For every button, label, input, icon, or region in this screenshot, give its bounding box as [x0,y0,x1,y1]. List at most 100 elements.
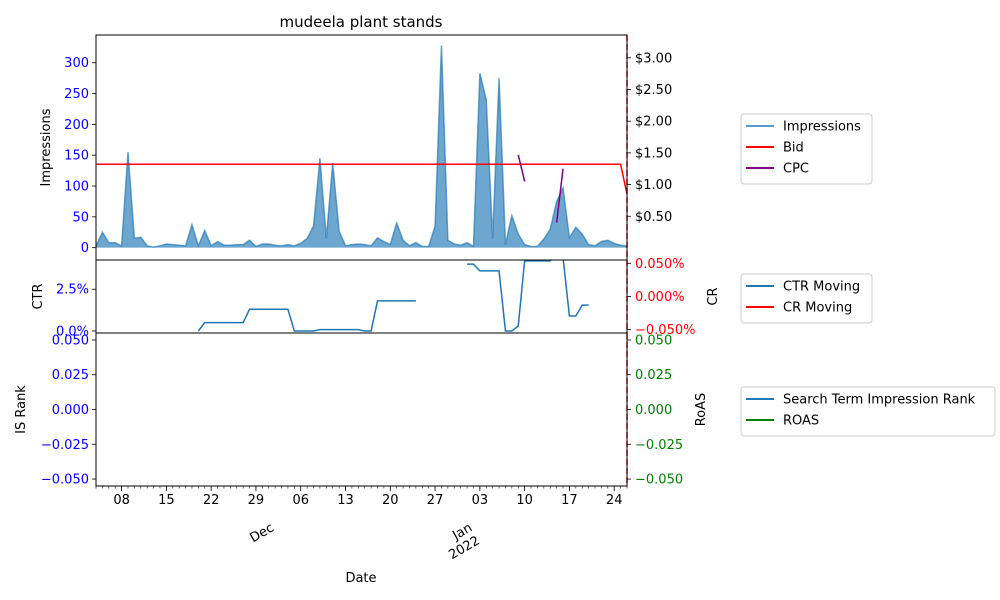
data-point [262,243,264,245]
y-tick-label: 2.5% [56,283,89,298]
y-tick-label: 150 [64,149,89,164]
data-point [319,157,321,159]
y-tick-label: −0.050 [41,473,89,488]
data-point [287,244,289,246]
x-tick-label: 27 [427,493,444,508]
y2-tick-label: $3.00 [635,51,672,66]
panels-group: 0 50 100 150 200 250 300 $0.50 $1.00 $1.50 $2.00 $2… [14,34,721,488]
data-point [249,239,251,241]
data-point [473,246,475,248]
x-tick-label: 22 [203,493,220,508]
series-impressions-line [96,45,627,249]
data-point [185,245,187,247]
y-tick-label: 0.000 [52,403,89,418]
x-month-label: Jan2022 [439,520,483,563]
data-point [543,238,545,240]
data-point [268,243,270,245]
data-point [511,215,513,217]
data-point [421,246,423,248]
y2-tick-label: 0.050 [635,333,672,348]
series-cpc-segment-0 [517,154,526,182]
series-ctr-moving-segment-1 [467,260,589,332]
legend-label: CPC [783,162,809,177]
data-point [556,201,558,203]
series-impressions-area [96,45,627,248]
data-point [127,151,129,153]
data-point [364,244,366,246]
x-tick-label: 24 [606,493,623,508]
data-point [166,243,168,245]
data-point [306,238,308,240]
data-point [281,245,283,247]
data-point [594,245,596,247]
data-point [466,242,468,244]
data-point [294,245,296,247]
x-axis-label: Date [345,571,376,586]
legend-isrank: Search Term Impression Rank ROAS [740,386,996,437]
data-point [230,244,232,246]
panel-impressions: 0 50 100 150 200 250 300 $0.50 $1.00 $1.50 $2.00 $2… [39,34,672,261]
y2-tick-label: $1.00 [635,178,672,193]
y-tick-label: 200 [64,118,89,133]
data-point [581,233,583,235]
legend-box [740,386,996,437]
data-point [377,237,379,239]
data-point [223,244,225,246]
data-point [588,244,590,246]
data-point [178,244,180,246]
legend-label: Bid [783,141,804,156]
data-point [517,233,519,235]
data-point [191,224,193,226]
data-point [530,246,532,248]
data-point [326,238,328,240]
series-cpc-segment-1 [555,168,564,223]
y-tick-label: 0.050 [52,333,89,348]
x-tick-label: 10 [516,493,533,508]
y2-tick-label: 0.025 [635,368,672,383]
legend-label: CTR Moving [783,280,860,295]
data-point [569,237,571,239]
data-point [121,245,123,247]
y2-tick-label: $0.50 [635,210,672,225]
data-point [447,239,449,241]
data-point [460,244,462,246]
y-tick-label: 50 [72,210,89,225]
y-axis-label: CTR [31,283,46,309]
data-point [620,244,622,246]
y2-tick-label: $2.50 [635,83,672,98]
y-axis-label: Impressions [39,108,54,186]
y2-tick-label: $2.00 [635,115,672,130]
data-point [159,245,161,247]
x-tick-label: 20 [382,493,399,508]
series-ctr-moving-segment-0 [197,300,416,332]
legend-impressions: Impressions Bid CPC [740,113,873,185]
x-tick-label: 29 [248,493,265,508]
legend-label: ROAS [783,414,819,429]
x-tick-label: 08 [113,493,130,508]
data-point [549,228,551,230]
data-point [210,245,212,247]
data-point [396,222,398,224]
data-point [204,230,206,232]
x-axis: 08 15 22 29 06 13 20 27 03 10 17 24 Dec Jan2022 [95,486,628,563]
data-point [505,244,507,246]
data-point [479,72,481,74]
data-point [274,244,276,246]
y2-tick-label: −0.050 [635,473,683,488]
data-point [338,230,340,232]
data-point [434,225,436,227]
y-tick-label: 250 [64,87,89,102]
data-point [217,241,219,243]
data-point [524,244,526,246]
data-point [242,244,244,246]
x-tick-label: 17 [561,493,578,508]
chart-title: mudeela plant stands [280,13,443,31]
data-point [492,238,494,240]
x-tick-label: 06 [292,493,309,508]
data-point [236,244,238,246]
data-point [172,244,174,246]
x-tick-label: 03 [472,493,489,508]
y-tick-label: −0.025 [41,438,89,453]
axes-frame [95,259,628,334]
y-tick-label: 0.025 [52,368,89,383]
